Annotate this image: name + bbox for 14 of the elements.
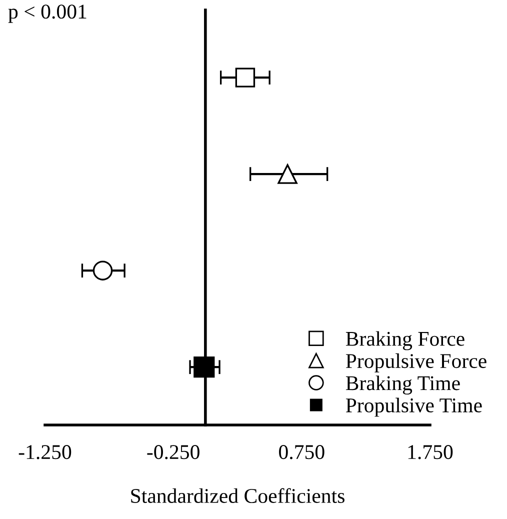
legend-label: Braking Force xyxy=(346,331,464,350)
point xyxy=(235,68,256,88)
point xyxy=(278,164,298,184)
legend-label: Propulsive Force xyxy=(346,353,486,372)
point xyxy=(194,356,215,378)
legend-label: Braking Time xyxy=(346,376,460,395)
legend-label: Propulsive Time xyxy=(346,398,482,417)
x-tick-label: -1.250 xyxy=(18,445,72,460)
point xyxy=(92,260,113,280)
x-tick-label: -0.250 xyxy=(147,445,200,460)
x-tick-label: 0.750 xyxy=(279,445,324,460)
x-axis-title: Standardized Coefficients xyxy=(131,488,344,503)
annotation: p < 0.001 xyxy=(8,4,86,23)
x-tick-label: 1.750 xyxy=(408,445,453,460)
